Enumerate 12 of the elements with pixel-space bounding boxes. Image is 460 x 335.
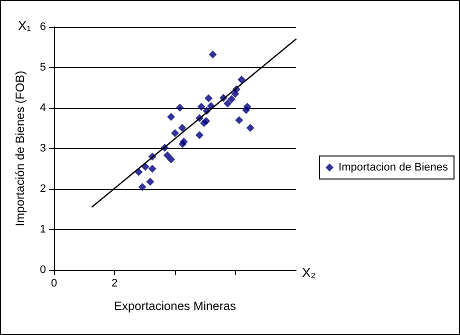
y-tick-label: 4 [40, 102, 46, 114]
y-tick-label: 1 [40, 224, 46, 236]
text: X₁ [18, 18, 32, 33]
legend-label: Importacion de Bienes [338, 162, 448, 174]
y-axis-title: Importación de Bienes (FOB) [13, 70, 27, 226]
y-tick-label: 3 [40, 142, 46, 154]
y-tick-label: 6 [40, 21, 46, 33]
y-tick-label: 2 [40, 183, 46, 195]
y-tick-label: 0 [40, 264, 46, 276]
text: X₂ [302, 265, 316, 280]
x-axis-title: Exportaciones Mineras [114, 299, 236, 313]
y-tick-label: 5 [40, 62, 46, 74]
